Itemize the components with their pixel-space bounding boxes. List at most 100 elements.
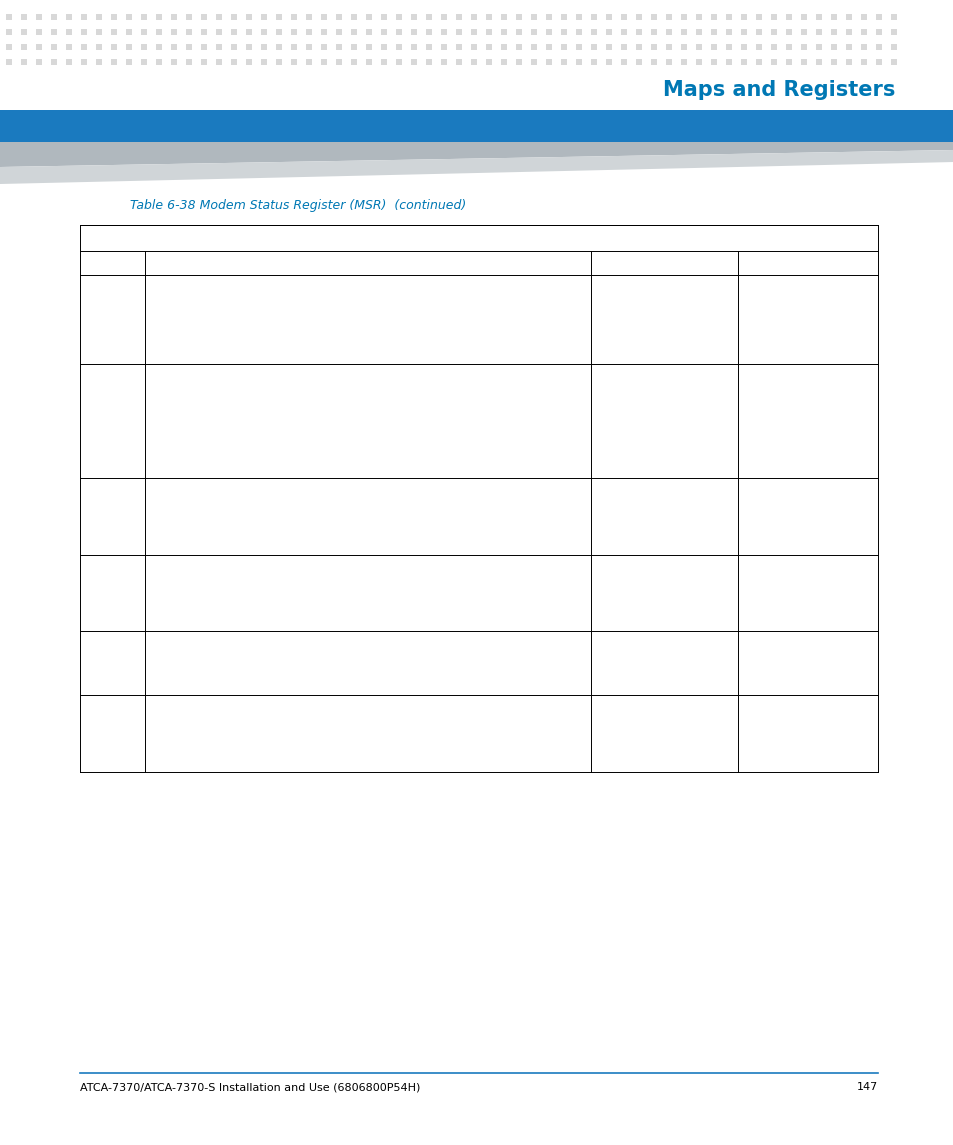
Bar <box>830 60 836 65</box>
Bar <box>440 14 447 19</box>
Text: LPC: r/w: LPC: r/w <box>742 282 791 295</box>
Text: MCR bit 2 (OUT1#). Not supported.: MCR bit 2 (OUT1#). Not supported. <box>151 677 358 689</box>
Bar <box>620 60 626 65</box>
Bar <box>426 14 432 19</box>
Bar <box>456 14 461 19</box>
Bar <box>485 60 492 65</box>
Bar <box>231 29 236 35</box>
Bar <box>560 60 566 65</box>
Bar <box>605 44 612 50</box>
Bar <box>516 29 521 35</box>
Bar <box>66 14 71 19</box>
Bar <box>531 29 537 35</box>
Bar <box>0 110 953 142</box>
Bar <box>201 29 207 35</box>
Text: 2: 2 <box>85 282 92 295</box>
Text: interrupt is generated. Not supported.: interrupt is generated. Not supported. <box>151 346 376 358</box>
Bar <box>201 44 207 50</box>
Bar <box>770 14 776 19</box>
Text: MCR bit 0 (DTR#).: MCR bit 0 (DTR#). <box>151 613 258 625</box>
Bar <box>801 14 806 19</box>
Bar <box>351 29 356 35</box>
Bar <box>51 44 57 50</box>
Bar <box>861 44 866 50</box>
Bar <box>815 60 821 65</box>
Bar <box>516 14 521 19</box>
Bar <box>890 60 896 65</box>
Bar <box>411 14 416 19</box>
Bar <box>456 60 461 65</box>
Bar <box>21 60 27 65</box>
Bar <box>81 44 87 50</box>
Text: Table 6-38 Modem Status Register (MSR)  (continued): Table 6-38 Modem Status Register (MSR) (… <box>130 198 466 212</box>
Bar <box>861 29 866 35</box>
Bar <box>531 14 537 19</box>
Bar <box>141 29 147 35</box>
Text: Complement of the clear-to-send (CTS#): Complement of the clear-to-send (CTS#) <box>151 485 419 498</box>
Bar <box>560 44 566 50</box>
Bar <box>576 29 581 35</box>
Bar <box>801 29 806 35</box>
Bar <box>680 14 686 19</box>
Bar <box>620 29 626 35</box>
Bar <box>471 60 476 65</box>
Bar <box>710 14 717 19</box>
Bar <box>456 44 461 50</box>
Bar <box>171 60 177 65</box>
Bar <box>21 44 27 50</box>
Text: LPC: r/w: LPC: r/w <box>742 371 791 384</box>
Bar <box>156 44 162 50</box>
Bar <box>231 60 236 65</box>
Bar <box>605 29 612 35</box>
Text: When the ACE is in the diagnostic test mode: When the ACE is in the diagnostic test m… <box>151 652 414 664</box>
Bar <box>231 14 236 19</box>
Text: TERI indicates that the RI# input to the chip: TERI indicates that the RI# input to the… <box>151 295 412 308</box>
Bar <box>186 60 192 65</box>
Bar <box>500 29 506 35</box>
Bar <box>650 14 657 19</box>
Bar <box>770 44 776 50</box>
Bar <box>411 44 416 50</box>
Bar <box>456 29 461 35</box>
Bar <box>801 60 806 65</box>
Bar <box>80 275 877 364</box>
Bar <box>861 14 866 19</box>
Bar <box>545 14 552 19</box>
Text: Trailing Edge Ring indicator (TERI) detector: Trailing Edge Ring indicator (TERI) dete… <box>151 282 438 295</box>
Bar <box>306 44 312 50</box>
Text: the modem status interrupt is enabled, a: the modem status interrupt is enabled, a <box>151 434 394 448</box>
Bar <box>306 14 312 19</box>
Text: Complement of the data carrier detect: Complement of the data carrier detect <box>151 702 407 714</box>
Text: modem status interrupt is generated. Not: modem status interrupt is generated. Not <box>151 447 397 460</box>
Bar <box>890 29 896 35</box>
Bar <box>620 14 626 19</box>
Bar <box>890 44 896 50</box>
Bar <box>605 60 612 65</box>
Bar <box>636 44 641 50</box>
Bar <box>740 14 746 19</box>
Bar <box>845 29 851 35</box>
Bar <box>261 44 267 50</box>
Bar <box>770 60 776 65</box>
Bar <box>171 29 177 35</box>
Polygon shape <box>0 142 953 167</box>
Bar <box>215 14 222 19</box>
Bar <box>845 60 851 65</box>
Bar <box>80 251 877 275</box>
Bar <box>335 44 341 50</box>
Bar <box>395 60 401 65</box>
Bar <box>636 14 641 19</box>
Bar <box>380 60 387 65</box>
Text: DDCD indicates that the DCD# input to the: DDCD indicates that the DCD# input to th… <box>151 397 408 410</box>
Bar <box>380 44 387 50</box>
Text: LPC IO Address: Base + 6: LPC IO Address: Base + 6 <box>86 231 236 245</box>
Bar <box>650 29 657 35</box>
Bar <box>516 44 521 50</box>
Bar <box>845 44 851 50</box>
Bar <box>275 44 282 50</box>
Bar <box>81 14 87 19</box>
Bar <box>335 14 341 19</box>
Text: When the ACE is in the diagnostic test mode: When the ACE is in the diagnostic test m… <box>151 587 414 600</box>
Bar <box>246 29 252 35</box>
Bar <box>21 14 27 19</box>
